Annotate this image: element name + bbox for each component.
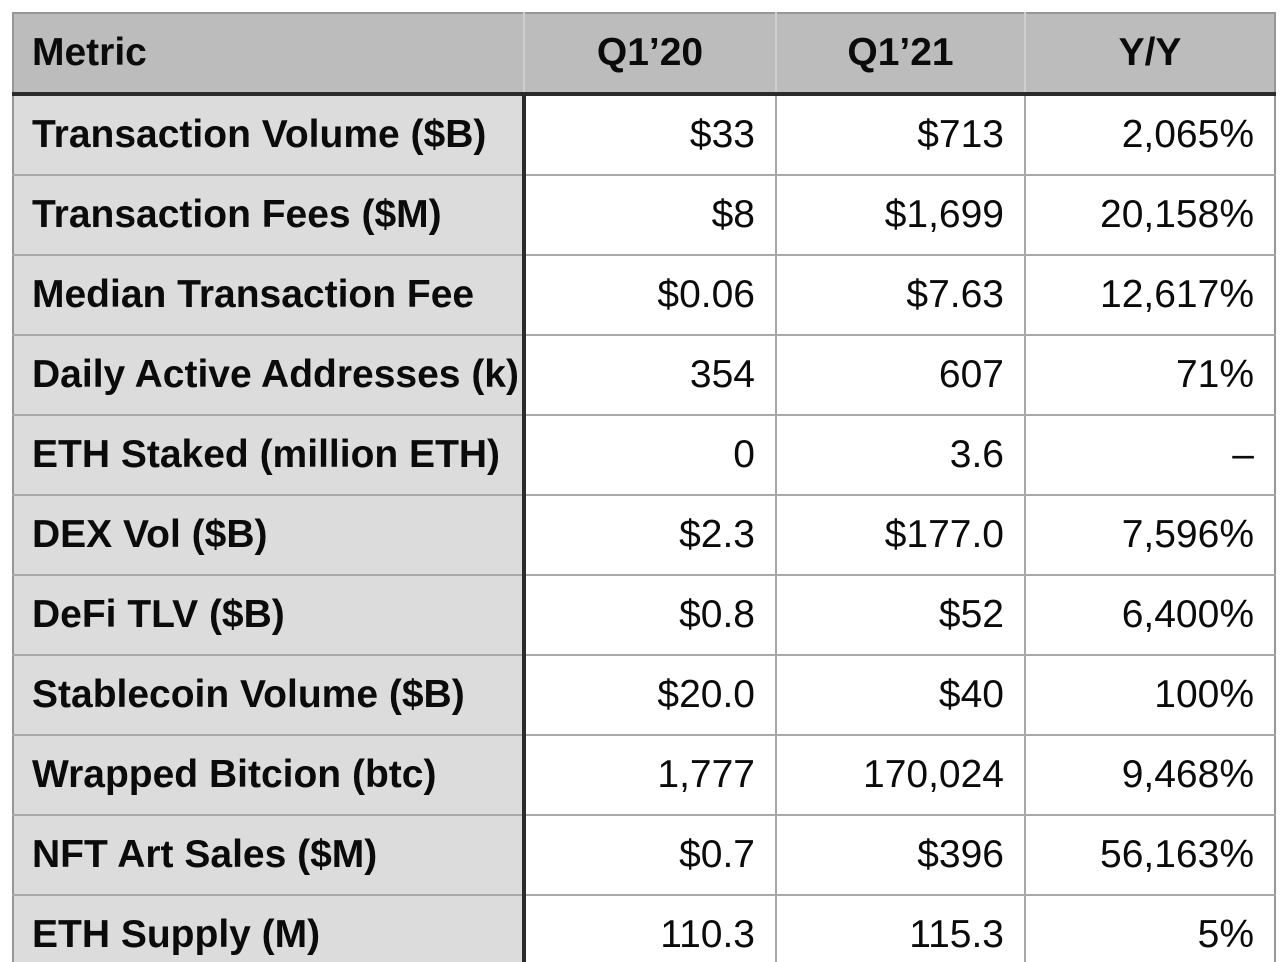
metric-label-cell: Transaction Fees ($M) — [13, 174, 526, 255]
column-header-metric: Metric — [13, 13, 524, 96]
table-row: Wrapped Bitcion (btc) 1,777 170,024 9,46… — [13, 734, 1275, 815]
metric-label-cell: Stablecoin Volume ($B) — [13, 654, 526, 735]
value-cell: 20,158% — [1024, 174, 1275, 255]
value-cell: $40 — [775, 654, 1025, 735]
value-cell: 6,400% — [1024, 574, 1275, 655]
value-cell: 3.6 — [775, 414, 1025, 495]
value-cell: $0.7 — [523, 814, 776, 895]
metric-label-cell: Daily Active Addresses (k) — [13, 334, 526, 415]
value-cell: $177.0 — [775, 494, 1025, 575]
value-cell: 110.3 — [523, 894, 776, 962]
value-cell: 12,617% — [1024, 254, 1275, 335]
value-cell: 1,777 — [523, 734, 776, 815]
table-row: ETH Supply (M) 110.3 115.3 5% — [13, 894, 1275, 962]
metric-label-cell: Median Transaction Fee — [13, 254, 526, 335]
value-cell: 9,468% — [1024, 734, 1275, 815]
value-cell: 7,596% — [1024, 494, 1275, 575]
table-row: Stablecoin Volume ($B) $20.0 $40 100% — [13, 654, 1275, 735]
value-cell: $1,699 — [775, 174, 1025, 255]
table-row: ETH Staked (million ETH) 0 3.6 – — [13, 414, 1275, 495]
value-cell: 0 — [523, 414, 776, 495]
metric-label-cell: DEX Vol ($B) — [13, 494, 526, 575]
table-row: DEX Vol ($B) $2.3 $177.0 7,596% — [13, 494, 1275, 575]
table-row: Daily Active Addresses (k) 354 607 71% — [13, 334, 1275, 415]
value-cell: 56,163% — [1024, 814, 1275, 895]
metric-label-cell: Transaction Volume ($B) — [13, 94, 526, 175]
value-cell: $0.8 — [523, 574, 776, 655]
table-row: Median Transaction Fee $0.06 $7.63 12,61… — [13, 254, 1275, 335]
table-row: DeFi TLV ($B) $0.8 $52 6,400% — [13, 574, 1275, 655]
metric-label-cell: NFT Art Sales ($M) — [13, 814, 526, 895]
value-cell: $7.63 — [775, 254, 1025, 335]
metric-label-cell: DeFi TLV ($B) — [13, 574, 526, 655]
column-header-yoy: Y/Y — [1024, 13, 1275, 96]
column-header-q1-20: Q1’20 — [523, 13, 776, 96]
value-cell: 354 — [523, 334, 776, 415]
value-cell: 607 — [775, 334, 1025, 415]
metric-label-cell: ETH Staked (million ETH) — [13, 414, 526, 495]
value-cell: $20.0 — [523, 654, 776, 735]
value-cell: $33 — [523, 94, 776, 175]
table-row: NFT Art Sales ($M) $0.7 $396 56,163% — [13, 814, 1275, 895]
value-cell: $396 — [775, 814, 1025, 895]
value-cell: 115.3 — [775, 894, 1025, 962]
value-cell: $713 — [775, 94, 1025, 175]
value-cell: $8 — [523, 174, 776, 255]
column-header-q1-21: Q1’21 — [775, 13, 1025, 96]
value-cell: $2.3 — [523, 494, 776, 575]
value-cell: 170,024 — [775, 734, 1025, 815]
value-cell: 5% — [1024, 894, 1275, 962]
metric-label-cell: Wrapped Bitcion (btc) — [13, 734, 526, 815]
value-cell: – — [1024, 414, 1275, 495]
value-cell: $52 — [775, 574, 1025, 655]
eth-metrics-table: Metric Q1’20 Q1’21 Y/Y Transaction Volum… — [12, 12, 1276, 962]
metric-label-cell: ETH Supply (M) — [13, 894, 526, 962]
value-cell: $0.06 — [523, 254, 776, 335]
value-cell: 100% — [1024, 654, 1275, 735]
table-row: Transaction Volume ($B) $33 $713 2,065% — [13, 94, 1275, 175]
table-row: Transaction Fees ($M) $8 $1,699 20,158% — [13, 174, 1275, 255]
value-cell: 71% — [1024, 334, 1275, 415]
value-cell: 2,065% — [1024, 94, 1275, 175]
header-row: Metric Q1’20 Q1’21 Y/Y — [13, 13, 1275, 96]
